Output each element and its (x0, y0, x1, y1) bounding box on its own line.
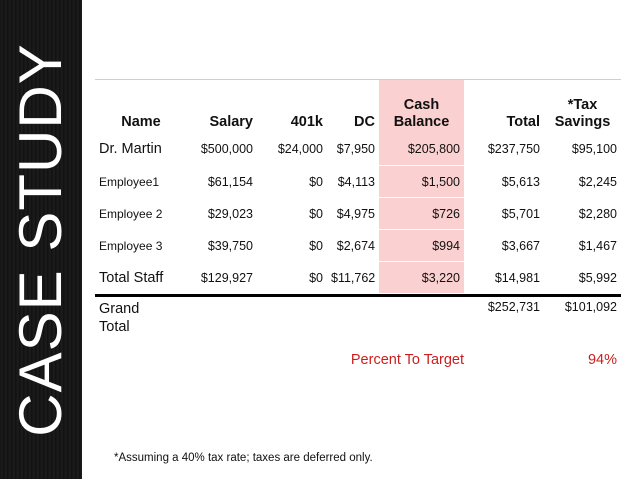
row-dc: $4,975 (336, 206, 375, 221)
case-study-title: CASE STUDY (7, 43, 74, 437)
row-total: $237,750 (487, 142, 540, 157)
row-401k: $0 (309, 238, 323, 253)
row-cash: $994 (379, 229, 464, 262)
table-row: Employee1 $61,154 $0 $4,113 $1,500 $5,61… (95, 165, 621, 198)
grand-label-line2: Total (99, 319, 130, 335)
percent-to-target-value: 94% (587, 352, 617, 368)
row-name: Total Staff (99, 269, 164, 286)
header-total: Total (506, 113, 540, 130)
row-tax: $2,280 (578, 206, 617, 221)
grand-label-line1: Grand (99, 301, 140, 317)
header-tax-savings: *Tax Savings (544, 80, 621, 134)
row-401k: $0 (309, 206, 323, 221)
row-total: $3,667 (501, 238, 540, 253)
row-salary: $61,154 (207, 174, 253, 189)
row-tax: $2,245 (578, 174, 617, 189)
table-row-total-staff: Total Staff $129,927 $0 $11,762 $3,220 $… (95, 261, 621, 294)
header-cash-line2: Balance (393, 113, 450, 130)
grand-tax-value: $101,092 (564, 300, 617, 314)
row-cash: $3,220 (379, 261, 464, 294)
target-row: Percent To Target 94% (95, 347, 621, 373)
row-name: Employee 2 (99, 206, 163, 221)
row-salary: $500,000 (200, 142, 253, 157)
header-dc: DC (354, 113, 375, 130)
header-tax-line2: Savings (554, 113, 611, 130)
header-cash-balance: Cash Balance (379, 79, 464, 134)
table-row: Employee 2 $29,023 $0 $4,975 $726 $5,701… (95, 197, 621, 230)
table-row: Employee 3 $39,750 $0 $2,674 $994 $3,667… (95, 229, 621, 262)
header-cash-line1: Cash (403, 96, 440, 113)
header-401k: 401k (290, 113, 323, 130)
row-cash: $205,800 (379, 133, 464, 166)
row-salary: $129,927 (200, 270, 253, 285)
footnote: *Assuming a 40% tax rate; taxes are defe… (114, 452, 373, 464)
row-tax: $95,100 (571, 142, 617, 157)
row-401k: $24,000 (277, 142, 323, 157)
row-cash: $726 (379, 197, 464, 230)
row-dc: $4,113 (337, 174, 375, 189)
row-total: $5,613 (501, 174, 540, 189)
row-name: Dr. Martin (99, 141, 162, 158)
row-name: Employee 3 (99, 238, 163, 253)
header-name: Name (121, 113, 161, 130)
sidebar: CASE STUDY (0, 0, 82, 479)
row-tax: $1,467 (578, 238, 617, 253)
grand-total-row: Grand Total $252,731 $101,092 (95, 297, 621, 347)
grand-total-value: $252,731 (487, 300, 540, 314)
row-401k: $0 (309, 270, 323, 285)
header-tax-line1: *Tax (567, 96, 598, 113)
row-total: $5,701 (501, 206, 540, 221)
row-salary: $39,750 (207, 238, 253, 253)
row-salary: $29,023 (207, 206, 253, 221)
row-dc: $2,674 (336, 238, 375, 253)
case-study-table: Name Salary 401k DC Cash Balance Total *… (95, 79, 621, 373)
row-cash: $1,500 (379, 165, 464, 198)
row-dc: $7,950 (336, 142, 375, 157)
grand-total-label: Grand Total (95, 297, 187, 347)
header-row: Name Salary 401k DC Cash Balance Total *… (95, 79, 621, 134)
row-total: $14,981 (494, 270, 540, 285)
row-name: Employee1 (99, 174, 160, 189)
percent-to-target-label: Percent To Target (350, 352, 464, 368)
row-dc: $11,762 (331, 270, 376, 285)
grand-total-divider (95, 293, 621, 297)
row-401k: $0 (309, 174, 323, 189)
table-row: Dr. Martin $500,000 $24,000 $7,950 $205,… (95, 133, 621, 166)
header-salary: Salary (209, 113, 253, 130)
row-tax: $5,992 (578, 270, 617, 285)
